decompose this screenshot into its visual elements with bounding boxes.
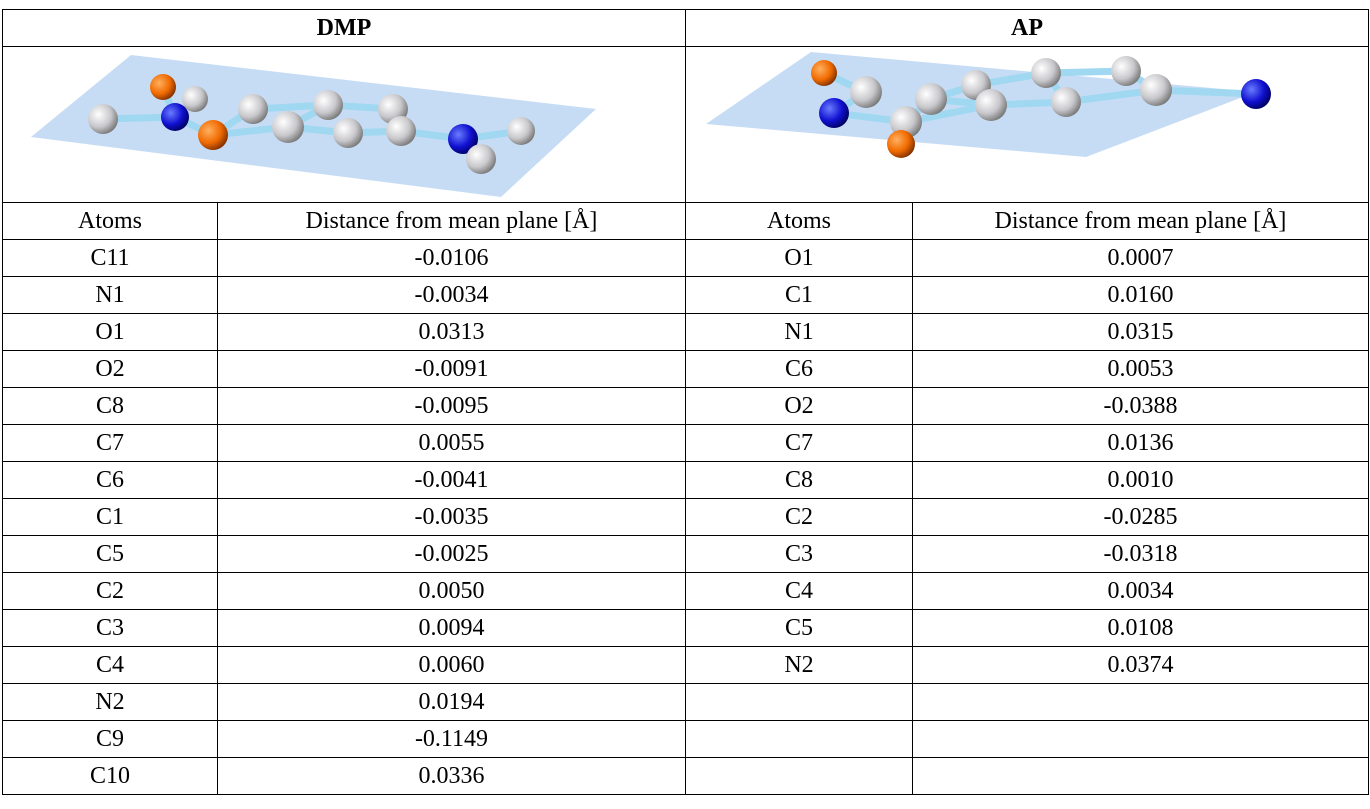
atom-cell (686, 758, 913, 795)
molecule-image (3, 47, 686, 203)
column-header: Atoms (3, 203, 218, 240)
column-header: Distance from mean plane [Å] (218, 203, 686, 240)
distance-cell: 0.0060 (218, 647, 686, 684)
atom-cell: N1 (3, 277, 218, 314)
column-header: Distance from mean plane [Å] (913, 203, 1369, 240)
distance-cell: 0.0007 (913, 240, 1369, 277)
distance-cell: 0.0055 (218, 425, 686, 462)
atom-cell: C2 (3, 573, 218, 610)
atom-cell (686, 684, 913, 721)
distance-cell (913, 758, 1369, 795)
panel-title: AP (686, 10, 1369, 47)
planarity-table: DMP AP Atoms Distance from mean plane [Å… (2, 9, 1369, 795)
table-row: C9-0.1149 (3, 721, 1369, 758)
distance-cell (913, 721, 1369, 758)
distance-cell: 0.0108 (913, 610, 1369, 647)
atom-cell: C5 (3, 536, 218, 573)
atom-cell: O1 (3, 314, 218, 351)
atom-cell: C8 (3, 388, 218, 425)
distance-cell: -0.0388 (913, 388, 1369, 425)
distance-cell: 0.0053 (913, 351, 1369, 388)
atom-cell: C4 (3, 647, 218, 684)
atom-cell: N2 (686, 647, 913, 684)
distance-cell: -0.0095 (218, 388, 686, 425)
atom-cell (686, 721, 913, 758)
distance-cell: 0.0136 (913, 425, 1369, 462)
atom-cell: C6 (3, 462, 218, 499)
atom-cell: N1 (686, 314, 913, 351)
atom-cell: C3 (3, 610, 218, 647)
distance-cell: -0.0318 (913, 536, 1369, 573)
distance-cell: 0.0050 (218, 573, 686, 610)
distance-cell: -0.0091 (218, 351, 686, 388)
distance-cell: -0.0041 (218, 462, 686, 499)
atom-cell: C7 (3, 425, 218, 462)
distance-cell: 0.0010 (913, 462, 1369, 499)
atom-cell: C5 (686, 610, 913, 647)
atom-cell: O2 (686, 388, 913, 425)
atom-cell: C11 (3, 240, 218, 277)
distance-cell: 0.0374 (913, 647, 1369, 684)
atom-cell: C1 (3, 499, 218, 536)
distance-cell: -0.0106 (218, 240, 686, 277)
ap-molecule (686, 47, 1369, 202)
distance-cell: 0.0034 (913, 573, 1369, 610)
page: DMP AP Atoms Distance from mean plane [Å… (0, 0, 1370, 809)
distance-cell: 0.0094 (218, 610, 686, 647)
molecule-image (686, 47, 1369, 203)
atom-cell: C7 (686, 425, 913, 462)
atom-cell: C9 (3, 721, 218, 758)
atom-cell: O2 (3, 351, 218, 388)
atom-cell: C3 (686, 536, 913, 573)
atom-cell: C8 (686, 462, 913, 499)
column-header: Atoms (686, 203, 913, 240)
dmp-molecule (3, 47, 686, 202)
distance-cell: -0.0025 (218, 536, 686, 573)
atom-cell: N2 (3, 684, 218, 721)
atom-cell: C1 (686, 277, 913, 314)
distance-cell: 0.0313 (218, 314, 686, 351)
distance-cell: -0.1149 (218, 721, 686, 758)
distance-cell: -0.0285 (913, 499, 1369, 536)
atom-cell: C2 (686, 499, 913, 536)
distance-cell: 0.0194 (218, 684, 686, 721)
atom-cell: C4 (686, 573, 913, 610)
atom-cell: C6 (686, 351, 913, 388)
atom-cell: O1 (686, 240, 913, 277)
distance-cell: 0.0336 (218, 758, 686, 795)
distance-cell: -0.0034 (218, 277, 686, 314)
panel-title: DMP (3, 10, 686, 47)
distance-cell: 0.0315 (913, 314, 1369, 351)
distance-cell: 0.0160 (913, 277, 1369, 314)
atom-cell: C10 (3, 758, 218, 795)
distance-cell (913, 684, 1369, 721)
distance-cell: -0.0035 (218, 499, 686, 536)
